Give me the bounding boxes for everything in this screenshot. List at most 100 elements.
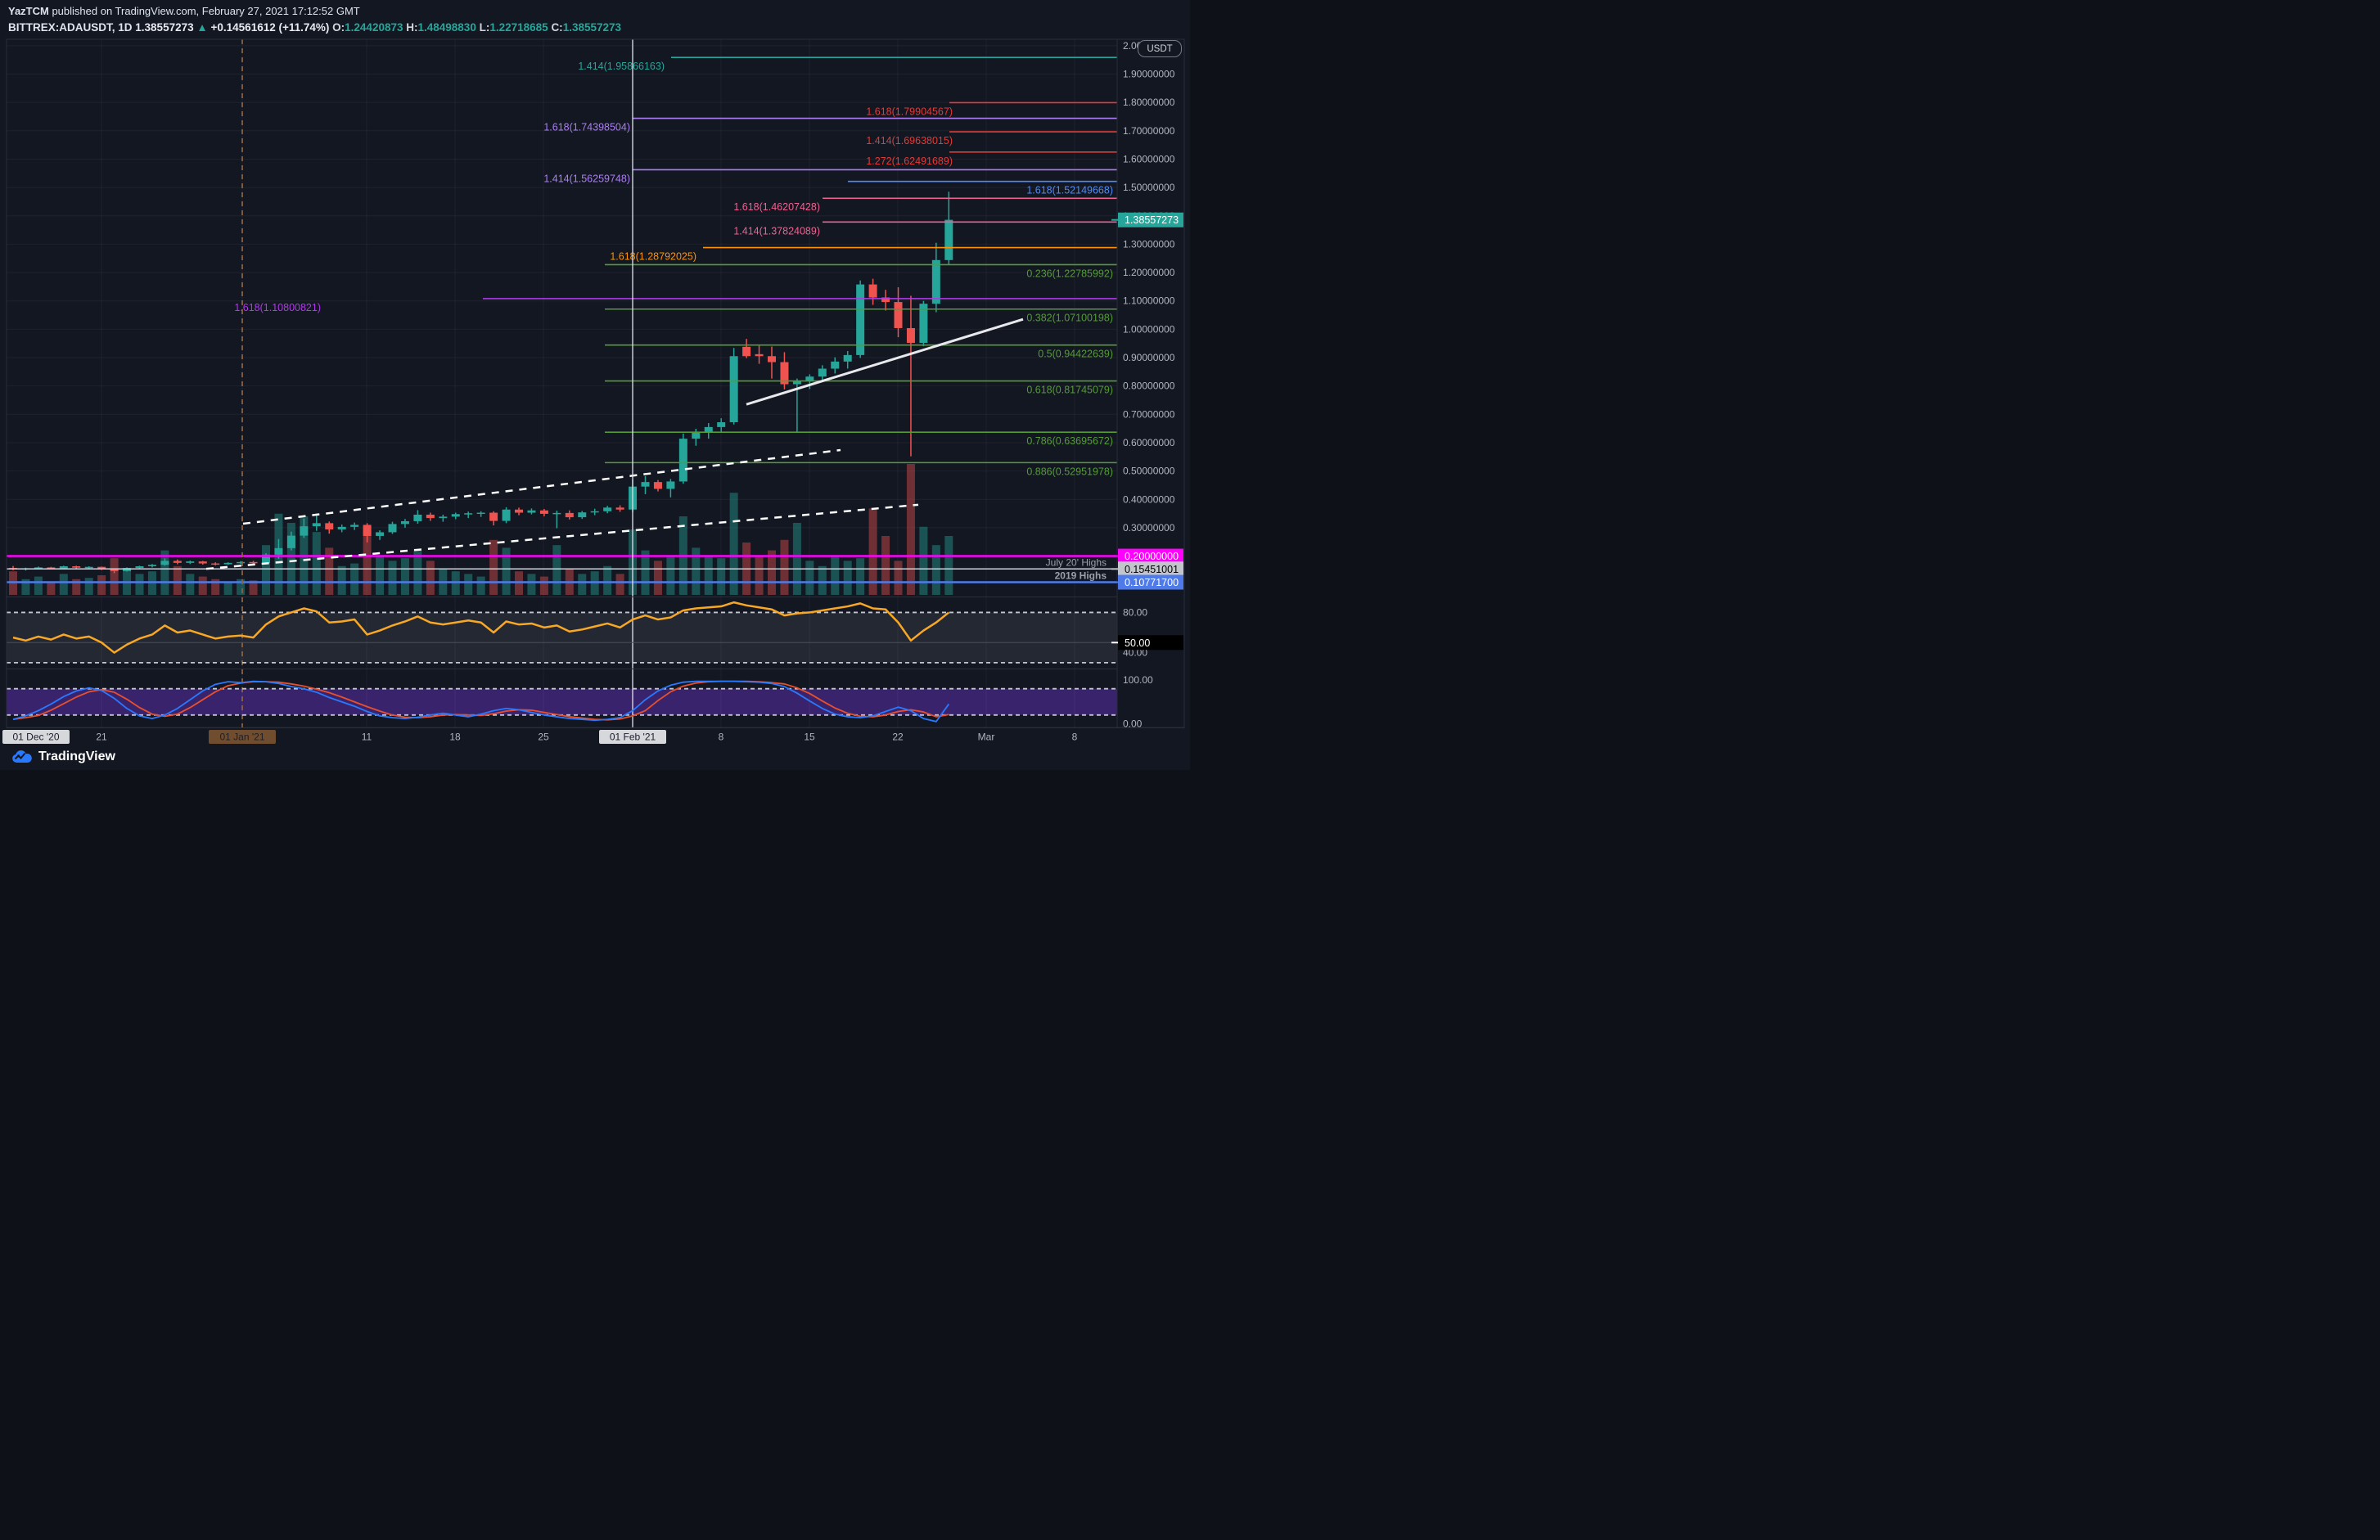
candle[interactable]: [729, 356, 738, 423]
candle[interactable]: [160, 561, 169, 565]
candle[interactable]: [376, 532, 385, 536]
volume-bar: [237, 579, 246, 595]
candle[interactable]: [603, 507, 612, 511]
candle[interactable]: [249, 561, 258, 564]
candle[interactable]: [237, 561, 246, 564]
candle[interactable]: [198, 561, 207, 564]
candle[interactable]: [312, 523, 321, 527]
candle[interactable]: [805, 376, 814, 381]
tradingview-brand-text[interactable]: TradingView: [38, 750, 115, 763]
candle[interactable]: [527, 510, 536, 513]
fib-label: 1.272(1.62491689): [866, 155, 953, 167]
candle[interactable]: [666, 481, 675, 489]
candle[interactable]: [300, 526, 309, 536]
candle[interactable]: [552, 512, 561, 515]
close-value: 1.38557273: [562, 21, 622, 34]
candle[interactable]: [717, 422, 726, 427]
candle[interactable]: [615, 507, 624, 510]
candle[interactable]: [704, 426, 713, 433]
trend-line[interactable]: [746, 317, 1024, 406]
candle[interactable]: [792, 380, 801, 385]
candle[interactable]: [110, 569, 119, 571]
fib-label: 0.618(0.81745079): [1026, 385, 1113, 396]
candle[interactable]: [692, 432, 701, 439]
candle[interactable]: [818, 368, 827, 377]
candle[interactable]: [641, 482, 650, 487]
volume-bar: [881, 536, 890, 595]
price-change: +0.14561612 (+11.74%): [210, 21, 330, 34]
candle[interactable]: [590, 511, 599, 513]
candle[interactable]: [211, 563, 220, 565]
candle[interactable]: [502, 509, 511, 521]
candle[interactable]: [476, 512, 485, 515]
candle[interactable]: [768, 356, 776, 362]
candle[interactable]: [678, 439, 687, 482]
candle[interactable]: [286, 535, 295, 548]
candle[interactable]: [464, 513, 473, 515]
fib-label: 1.618(1.52149668): [1026, 185, 1113, 196]
candle[interactable]: [274, 547, 283, 555]
candle[interactable]: [388, 524, 397, 533]
candle[interactable]: [919, 304, 928, 343]
candle[interactable]: [755, 353, 764, 357]
candle[interactable]: [173, 561, 182, 563]
candle[interactable]: [515, 509, 523, 513]
candle[interactable]: [325, 523, 334, 529]
candle[interactable]: [944, 219, 953, 260]
candle[interactable]: [439, 516, 448, 519]
candle[interactable]: [363, 525, 372, 536]
level-annotation: July 20' Highs: [1046, 556, 1107, 568]
volume-bar: [539, 576, 548, 595]
candle[interactable]: [742, 346, 751, 357]
candle[interactable]: [97, 566, 106, 570]
time-tick-label: 01 Feb '21: [610, 732, 656, 743]
chart-canvas[interactable]: 1.414(1.95866163) 1.618(1.79904567) 1.618(…: [0, 0, 1190, 770]
candle[interactable]: [147, 565, 156, 567]
candle[interactable]: [337, 526, 346, 529]
candle[interactable]: [84, 566, 93, 569]
currency-toggle-button[interactable]: USDT: [1138, 40, 1182, 57]
candle[interactable]: [451, 514, 460, 517]
candle[interactable]: [72, 566, 81, 568]
candle[interactable]: [856, 284, 865, 355]
volume-bar: [768, 550, 776, 595]
candle[interactable]: [135, 566, 144, 569]
price-scale[interactable]: [1117, 39, 1184, 728]
time-scale[interactable]: [0, 727, 1190, 746]
candle[interactable]: [868, 284, 877, 298]
candle[interactable]: [539, 510, 548, 514]
volume-bar: [325, 547, 334, 595]
channel-dashed-line[interactable]: [242, 448, 841, 525]
price-tick-label: 0.40000000: [1123, 493, 1175, 505]
candle[interactable]: [831, 361, 840, 369]
volume-bar: [717, 558, 726, 595]
candle[interactable]: [881, 297, 890, 303]
tradingview-footer: TradingView: [11, 750, 115, 764]
candle[interactable]: [843, 354, 852, 362]
candle[interactable]: [931, 259, 940, 304]
volume-bar: [692, 547, 701, 595]
candle[interactable]: [653, 482, 662, 489]
symbol-name[interactable]: BITTREX:ADAUSDT, 1D: [8, 21, 133, 34]
candle[interactable]: [578, 512, 587, 518]
candle[interactable]: [780, 362, 789, 385]
candle[interactable]: [400, 520, 409, 525]
price-tick-label: 1.00000000: [1123, 323, 1175, 335]
candle[interactable]: [350, 525, 359, 527]
candle[interactable]: [906, 327, 915, 343]
candle[interactable]: [59, 566, 68, 569]
candle[interactable]: [223, 562, 232, 565]
candle[interactable]: [34, 567, 43, 569]
volume-bar: [729, 493, 738, 595]
volume-bar: [489, 539, 498, 595]
stoch-band: [7, 688, 1117, 715]
candle[interactable]: [894, 302, 903, 328]
candle[interactable]: [413, 514, 422, 521]
candle[interactable]: [565, 512, 574, 518]
candle[interactable]: [186, 561, 195, 563]
candle[interactable]: [426, 514, 435, 519]
candle[interactable]: [47, 567, 56, 569]
rsi-band: [7, 612, 1117, 663]
candle[interactable]: [489, 512, 498, 521]
candle[interactable]: [262, 554, 270, 563]
